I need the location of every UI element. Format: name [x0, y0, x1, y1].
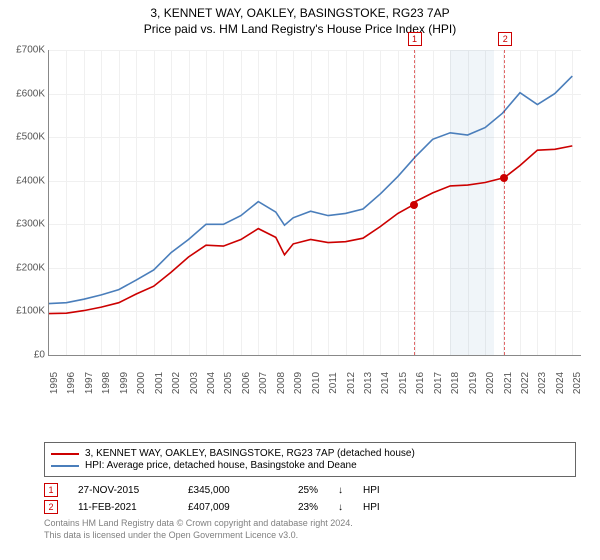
arrow-down-icon: ↓ [338, 485, 343, 496]
transaction-date: 27-NOV-2015 [78, 485, 168, 496]
x-axis-label: 2014 [380, 372, 391, 394]
transaction-below: HPI [363, 502, 380, 513]
x-axis-label: 2018 [450, 372, 461, 394]
x-axis-label: 2024 [555, 372, 566, 394]
series-hpi [49, 76, 572, 304]
x-axis-label: 1999 [119, 372, 130, 394]
y-axis-label: £300K [16, 219, 45, 230]
y-axis-label: £700K [16, 45, 45, 56]
transaction-badge: 2 [44, 500, 58, 514]
footer-line: Contains HM Land Registry data © Crown c… [44, 518, 576, 530]
x-axis-label: 2009 [293, 372, 304, 394]
y-axis-label: £400K [16, 175, 45, 186]
x-axis-label: 2019 [468, 372, 479, 394]
arrow-down-icon: ↓ [338, 502, 343, 513]
x-axis-label: 2017 [433, 372, 444, 394]
x-axis-label: 1996 [66, 372, 77, 394]
x-axis-label: 2005 [223, 372, 234, 394]
transaction-badge: 1 [44, 483, 58, 497]
transaction-pct: 23% [298, 502, 318, 513]
x-axis-label: 2012 [346, 372, 357, 394]
transaction-date: 11-FEB-2021 [78, 502, 168, 513]
x-axis-label: 2003 [189, 372, 200, 394]
footer-attribution: Contains HM Land Registry data © Crown c… [44, 518, 576, 541]
x-axis-label: 2008 [276, 372, 287, 394]
transaction-row: 1 27-NOV-2015 £345,000 25% ↓ HPI [44, 483, 576, 497]
plot-area: £0£100K£200K£300K£400K£500K£600K£700K199… [48, 50, 581, 356]
y-axis-label: £100K [16, 306, 45, 317]
transaction-below: HPI [363, 485, 380, 496]
x-axis-label: 2002 [171, 372, 182, 394]
y-axis-label: £600K [16, 88, 45, 99]
y-axis-label: £500K [16, 132, 45, 143]
footer-line: This data is licensed under the Open Gov… [44, 530, 576, 542]
transaction-row: 2 11-FEB-2021 £407,009 23% ↓ HPI [44, 500, 576, 514]
marker-dot [410, 201, 418, 209]
x-axis-label: 1997 [84, 372, 95, 394]
x-axis-label: 2007 [258, 372, 269, 394]
transaction-price: £407,009 [188, 502, 278, 513]
legend-label: 3, KENNET WAY, OAKLEY, BASINGSTOKE, RG23… [85, 448, 415, 459]
x-axis-label: 2016 [415, 372, 426, 394]
x-axis-label: 2015 [398, 372, 409, 394]
marker-line [504, 50, 505, 355]
x-axis-label: 2001 [154, 372, 165, 394]
x-axis-label: 2020 [485, 372, 496, 394]
transactions-table: 1 27-NOV-2015 £345,000 25% ↓ HPI 2 11-FE… [44, 483, 576, 514]
title-address: 3, KENNET WAY, OAKLEY, BASINGSTOKE, RG23… [0, 6, 600, 20]
y-axis-label: £0 [34, 350, 45, 361]
legend: 3, KENNET WAY, OAKLEY, BASINGSTOKE, RG23… [44, 442, 576, 477]
y-axis-label: £200K [16, 262, 45, 273]
chart-container: 3, KENNET WAY, OAKLEY, BASINGSTOKE, RG23… [0, 0, 600, 541]
transaction-pct: 25% [298, 485, 318, 496]
legend-swatch-property [51, 453, 79, 455]
x-axis-label: 2006 [241, 372, 252, 394]
x-axis-label: 2025 [572, 372, 583, 394]
line-series [49, 50, 581, 355]
x-axis-label: 1998 [101, 372, 112, 394]
legend-label: HPI: Average price, detached house, Basi… [85, 460, 357, 471]
title-block: 3, KENNET WAY, OAKLEY, BASINGSTOKE, RG23… [0, 0, 600, 36]
x-axis-label: 2013 [363, 372, 374, 394]
marker-dot [500, 174, 508, 182]
marker-badge: 2 [498, 32, 512, 46]
legend-row: HPI: Average price, detached house, Basi… [51, 460, 569, 471]
x-axis-label: 2022 [520, 372, 531, 394]
transaction-price: £345,000 [188, 485, 278, 496]
chart-area: £0 £100K £200K £300K £400K £500K £600K £700K 199… [0, 40, 600, 400]
x-axis-label: 2011 [328, 372, 339, 394]
x-axis-label: 2021 [503, 372, 514, 394]
legend-swatch-hpi [51, 465, 79, 467]
x-axis-label: 2023 [537, 372, 548, 394]
legend-row: 3, KENNET WAY, OAKLEY, BASINGSTOKE, RG23… [51, 448, 569, 459]
series-property [49, 146, 572, 314]
x-axis-label: 2010 [311, 372, 322, 394]
x-axis-label: 2000 [136, 372, 147, 394]
x-axis-label: 1995 [49, 372, 60, 394]
x-axis-label: 2004 [206, 372, 217, 394]
marker-badge: 1 [408, 32, 422, 46]
